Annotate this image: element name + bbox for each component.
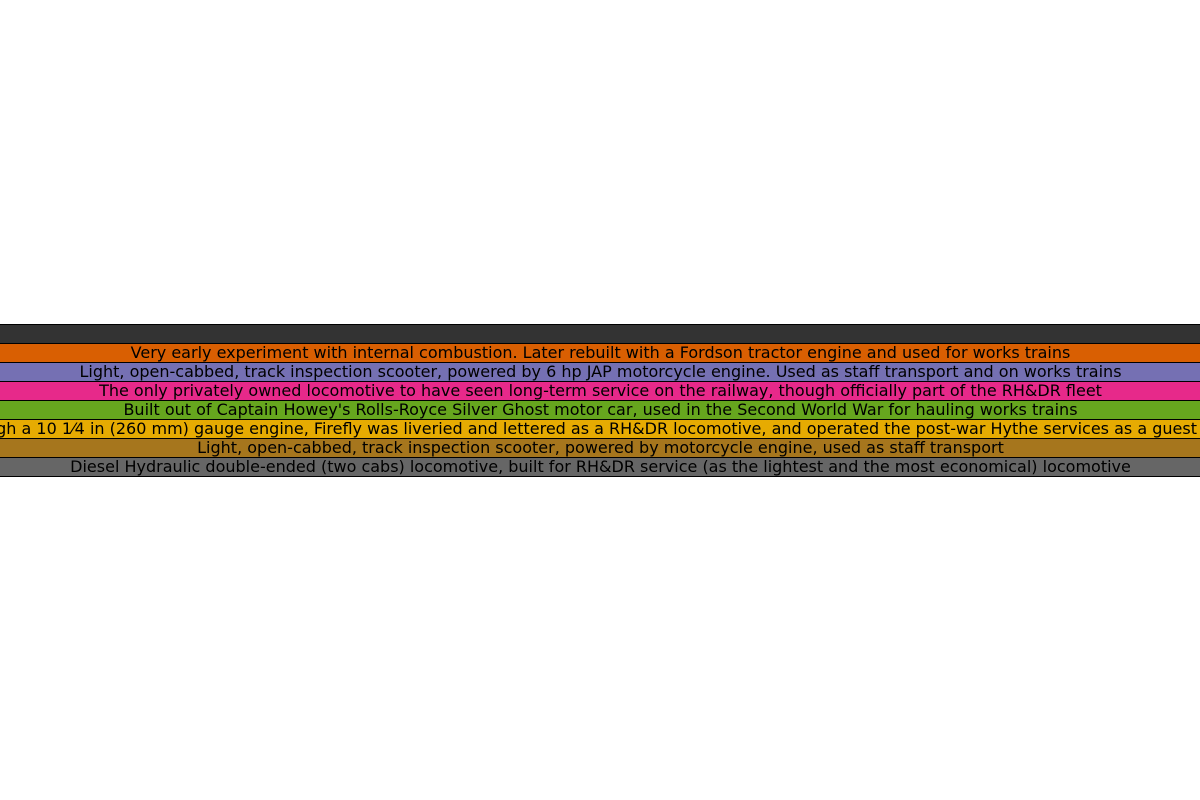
row-note-text: The only privately owned locomotive to h… <box>0 382 1200 400</box>
table-row: Light, open-cabbed, track inspection sco… <box>0 438 1200 458</box>
table-row: Light, open-cabbed, track inspection sco… <box>0 362 1200 382</box>
row-note-text: Although a 10 1⁄4 in (260 mm) gauge engi… <box>0 420 1200 438</box>
row-note-label: Very early experiment with internal comb… <box>130 343 1071 362</box>
table-row: The only privately owned locomotive to h… <box>0 381 1200 401</box>
row-note-text: Built out of Captain Howey's Rolls-Royce… <box>0 401 1200 419</box>
table-row: Diesel Hydraulic double-ended (two cabs)… <box>0 457 1200 477</box>
row-note-text: Light, open-cabbed, track inspection sco… <box>0 439 1200 457</box>
row-note-label: Diesel Hydraulic double-ended (two cabs)… <box>70 457 1131 476</box>
row-note-text: Diesel Hydraulic double-ended (two cabs)… <box>0 458 1200 476</box>
row-note-text: Very early experiment with internal comb… <box>0 344 1200 362</box>
row-note-label: Light, open-cabbed, track inspection sco… <box>197 438 1004 457</box>
table-row: Built out of Captain Howey's Rolls-Royce… <box>0 400 1200 420</box>
table-row: Although a 10 1⁄4 in (260 mm) gauge engi… <box>0 419 1200 439</box>
row-note-label: Light, open-cabbed, track inspection sco… <box>79 362 1122 381</box>
row-note-label: Built out of Captain Howey's Rolls-Royce… <box>123 400 1078 419</box>
row-note-text <box>0 325 1200 343</box>
row-note-label: Although a 10 1⁄4 in (260 mm) gauge engi… <box>0 419 1200 438</box>
table-row <box>0 324 1200 344</box>
locomotive-notes-table: Very early experiment with internal comb… <box>0 324 1200 477</box>
row-note-text: Light, open-cabbed, track inspection sco… <box>0 363 1200 381</box>
row-note-label: The only privately owned locomotive to h… <box>99 381 1102 400</box>
table-row: Very early experiment with internal comb… <box>0 343 1200 363</box>
